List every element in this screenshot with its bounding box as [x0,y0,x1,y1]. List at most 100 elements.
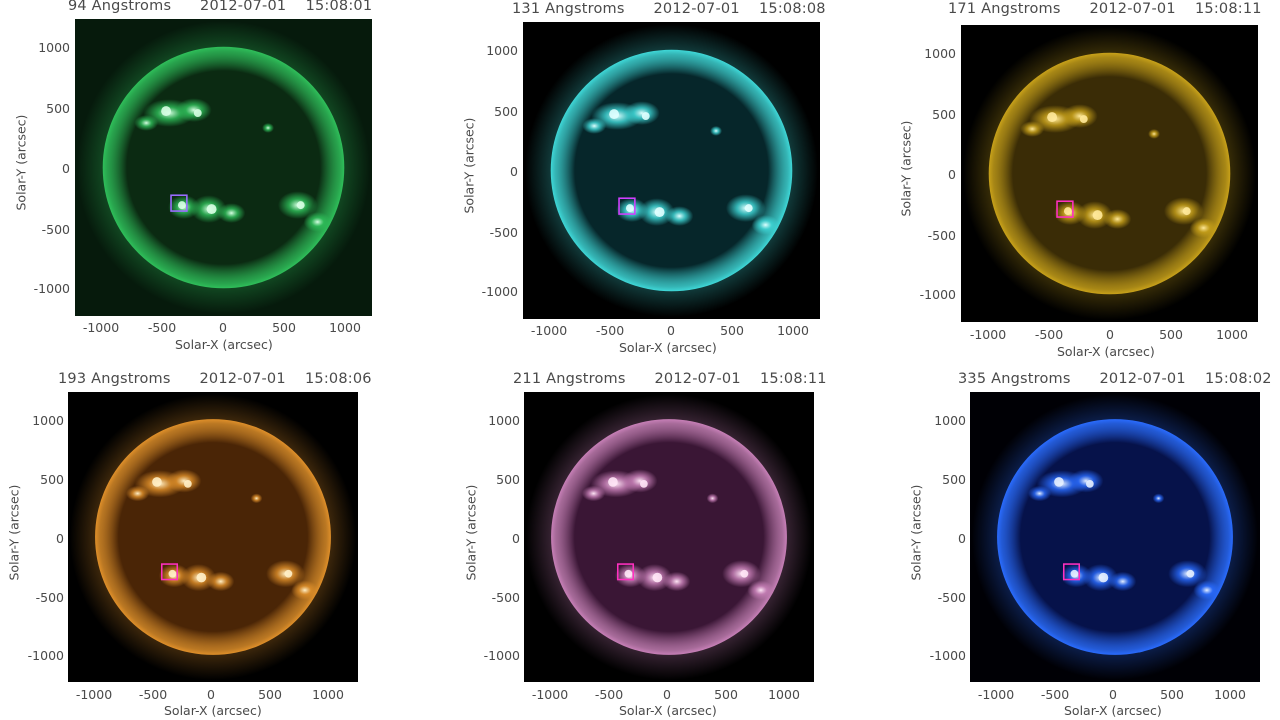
active-region [126,485,150,502]
x-axis-label: Solar-X (arcsec) [619,340,717,355]
y-tick: 0 [948,167,956,182]
bright-kernel [1182,207,1191,216]
bright-kernel [608,477,618,487]
panel-title: 335 Angstroms 2012-07-01 15:08:02 [958,371,1272,387]
y-tick: 1000 [38,40,70,55]
active-region [1028,485,1052,502]
panel-title: 193 Angstroms 2012-07-01 15:08:06 [58,371,372,387]
sun-image-svg [524,392,814,682]
active-region [250,493,263,504]
x-tick: -500 [595,323,625,338]
y-tick: -1000 [27,648,64,663]
y-tick: 0 [958,531,966,546]
x-tick: -500 [1034,327,1064,342]
x-tick: 500 [1159,327,1183,342]
sun-image-svg [970,392,1260,682]
y-tick: 500 [40,472,64,487]
active-region [175,98,212,122]
panel-title: 131 Angstroms 2012-07-01 15:08:08 [512,1,826,17]
solar-disk [988,52,1231,295]
y-tick: 500 [496,472,520,487]
x-tick: 500 [714,687,738,702]
bright-kernel [1070,569,1079,578]
x-tick: 500 [1160,687,1184,702]
y-tick: -500 [491,590,520,605]
y-tick: 1000 [486,43,518,58]
roi-box [616,563,635,581]
active-region [622,469,658,493]
y-tick: -500 [35,590,64,605]
y-tick: 500 [932,107,956,122]
y-tick: -1000 [481,284,518,299]
x-tick: -1000 [531,687,569,702]
active-region [582,485,606,502]
bright-kernel [744,204,753,213]
bright-kernel [152,477,162,487]
y-tick: 1000 [32,413,64,428]
roi-box [1062,563,1081,581]
x-axis-label: Solar-X (arcsec) [619,703,717,718]
x-tick: 0 [1106,327,1114,342]
sun-image [970,392,1260,682]
y-tick: 0 [512,531,520,546]
x-axis-label: Solar-X (arcsec) [164,703,262,718]
active-region [663,571,691,592]
x-tick: 1000 [312,687,344,702]
x-tick: 1000 [768,687,800,702]
x-axis-label: Solar-X (arcsec) [1064,703,1162,718]
x-axis-label: Solar-X (arcsec) [175,337,273,352]
active-region [303,212,332,232]
panel-title: 171 Angstroms 2012-07-01 15:08:11 [948,1,1262,17]
x-tick: -500 [147,320,177,335]
bright-kernel [1079,115,1088,124]
solar-disk [102,46,345,289]
x-tick: 500 [272,320,296,335]
bright-kernel [296,201,305,210]
bright-kernel [1092,210,1103,221]
x-tick: 0 [207,687,215,702]
bright-kernel [284,569,293,578]
x-tick: -500 [1040,687,1070,702]
x-tick: -1000 [530,323,568,338]
active-region [1152,493,1165,504]
x-tick: -1000 [82,320,120,335]
sun-image-svg [523,22,820,319]
bright-kernel [609,109,620,120]
y-tick: -1000 [929,648,966,663]
bright-kernel [1054,477,1064,487]
x-tick: -1000 [75,687,113,702]
sun-image [524,392,814,682]
x-tick: 1000 [1214,687,1246,702]
y-tick: 500 [46,101,70,116]
y-tick: 1000 [924,46,956,61]
active-region [134,115,159,131]
x-tick: 0 [219,320,227,335]
active-region [1103,209,1132,229]
bright-kernel [1047,112,1058,123]
active-region [1109,571,1137,592]
y-tick: -500 [41,222,70,237]
bright-kernel [1098,572,1109,583]
sun-image [68,392,358,682]
x-tick: 0 [667,323,675,338]
active-region [1020,121,1045,137]
bright-kernel [1063,207,1072,216]
roi-box [170,194,188,212]
sun-image [75,19,372,316]
bright-kernel [168,569,177,578]
bright-kernel [641,112,650,121]
y-tick: 0 [62,161,70,176]
active-region [751,215,780,235]
x-axis-label: Solar-X (arcsec) [1057,344,1155,359]
sun-image [961,25,1258,322]
active-region [1193,580,1221,600]
sun-image-svg [961,25,1258,322]
x-tick: -1000 [969,327,1007,342]
y-tick: -500 [937,590,966,605]
bright-kernel [625,204,634,213]
y-tick: -1000 [919,287,956,302]
active-region [1189,218,1218,238]
y-tick: -1000 [33,281,70,296]
y-tick: -1000 [483,648,520,663]
solar-disk [997,419,1233,655]
